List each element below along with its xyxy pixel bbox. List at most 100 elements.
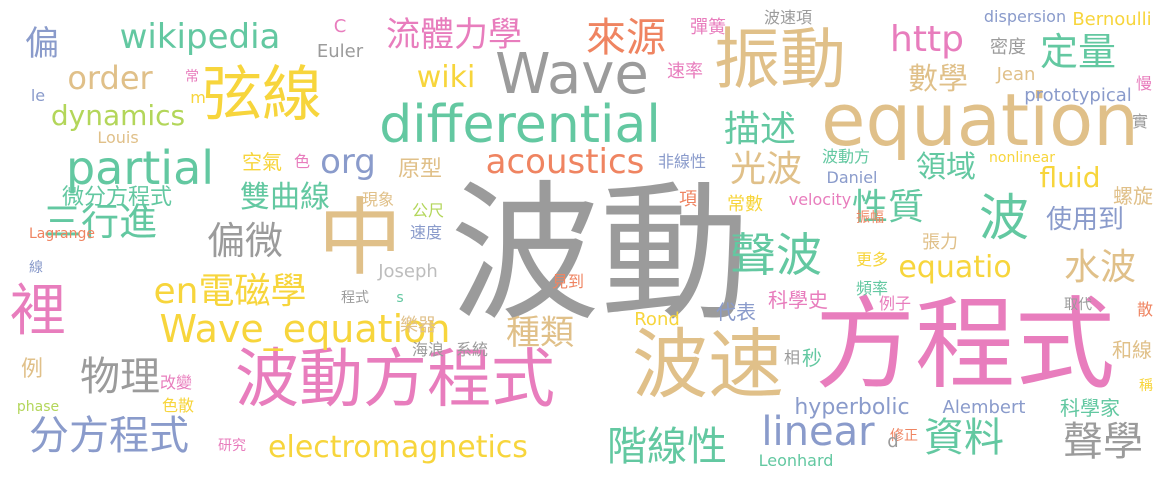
- word-bosuxiang: 波速項: [763, 8, 813, 27]
- word-m: m: [190, 88, 206, 107]
- word-xingzhi: 性質: [851, 187, 925, 228]
- word-rond: Rond: [634, 309, 680, 330]
- word-gongchi: 公尺: [411, 201, 445, 220]
- word-euler: Euler: [316, 41, 364, 62]
- word-nonlinear: nonlinear: [989, 150, 1055, 166]
- word-prototypical: prototypical: [1024, 85, 1132, 106]
- word-zhenfu: 振幅: [856, 210, 884, 226]
- word-velocity: velocity: [788, 190, 852, 209]
- word-electromagnetics: electromagnetics: [268, 430, 528, 465]
- word-shuxue: 數學: [908, 62, 968, 97]
- word-man: 慢: [1135, 74, 1153, 93]
- word-miaoshu: 描述: [723, 109, 797, 150]
- word-bo: 波: [979, 189, 1029, 247]
- word-fenfangchengshi: 分方程式: [29, 413, 189, 459]
- word-luoxuan: 螺旋: [1113, 184, 1153, 208]
- word-gaibian: 改變: [159, 373, 193, 392]
- word-org: org: [320, 142, 376, 182]
- word-joseph: Joseph: [378, 261, 438, 282]
- word-xiang: 項: [679, 189, 697, 210]
- word-phase: phase: [16, 399, 60, 415]
- word-shiyongdao: 使用到: [1045, 205, 1125, 235]
- word-hailang: 海浪: [411, 340, 445, 359]
- word-changshu: 常數: [727, 194, 763, 215]
- word-xianxiang: 現象: [361, 190, 395, 209]
- word-shi: 實: [1131, 112, 1149, 131]
- word-cheng: 稱: [1139, 378, 1153, 394]
- word-daniel: Daniel: [826, 168, 878, 187]
- word-d: d: [887, 431, 899, 452]
- word-pinlv: 頻率: [855, 279, 889, 298]
- word-shuibo: 水波: [1063, 247, 1137, 288]
- word-yueqi: 樂器: [400, 315, 436, 336]
- word-s: s: [396, 290, 404, 306]
- word-shuangquxian: 雙曲線: [240, 180, 330, 215]
- word-zhendong: 振動: [714, 21, 846, 98]
- word-dingliang: 定量: [1039, 30, 1117, 74]
- word-weifenfangchengshi: 微分方程式: [61, 185, 173, 210]
- word-chang: 常: [185, 69, 199, 85]
- word-wave: Wave: [495, 42, 649, 107]
- word-san: 散: [1136, 300, 1154, 319]
- word-le: le: [30, 86, 46, 105]
- word-gengduo: 更多: [855, 250, 889, 269]
- word-sulv: 速率: [667, 61, 703, 82]
- word-differential: differential: [379, 95, 661, 155]
- word-jean: Jean: [996, 64, 1036, 85]
- word-shengbo: 聲波: [730, 228, 822, 282]
- word-midu: 密度: [990, 37, 1026, 58]
- word-lagrange: Lagrange: [29, 226, 95, 242]
- word-xiuzheng: 修正: [890, 428, 918, 444]
- word-c: C: [333, 16, 347, 37]
- word-sanhangjin: 三行進: [42, 200, 158, 244]
- word-equatio: equatio: [898, 250, 1012, 285]
- word-dispersion: dispersion: [983, 7, 1067, 26]
- word-en-dianciyue: en電磁學: [153, 271, 307, 312]
- word-wiki: wiki: [416, 60, 476, 95]
- word-xianxian: 弦線: [202, 60, 322, 130]
- word-yuanxing: 原型: [397, 157, 443, 182]
- word-bodong-fangchengshi: 波動方程式: [235, 343, 555, 417]
- word-kexuejia: 科學家: [1060, 396, 1120, 420]
- word-guangbo: 光波: [729, 149, 803, 190]
- word-zhong: 中: [317, 189, 403, 287]
- word-lingyu: 領域: [916, 150, 976, 185]
- word-liutilixue: 流體力學: [386, 15, 522, 55]
- word-pianwei: 偏微: [206, 219, 284, 263]
- word-shengxue: 聲學: [1063, 419, 1143, 465]
- word-bernoulli: Bernoulli: [1072, 9, 1152, 30]
- word-hyperbolic: hyperbolic: [794, 395, 910, 420]
- word-chengshi: 程式: [341, 290, 369, 306]
- word-leonhard: Leonhard: [758, 451, 834, 470]
- word-fangchengshi: 方程式: [815, 286, 1115, 403]
- word-se: 色: [293, 152, 311, 171]
- word-daibiao: 代表: [716, 300, 756, 324]
- word-order: order: [67, 59, 153, 97]
- word-tanhuang: 彈簧: [690, 17, 726, 38]
- word-dynamics: dynamics: [50, 99, 186, 132]
- word-bosu: 波速: [632, 320, 784, 409]
- word-sesan: 色散: [161, 396, 195, 415]
- word-pian: 偏: [25, 24, 59, 64]
- word-laiyuan: 來源: [586, 15, 666, 61]
- word-wave-equation: Wave_equation: [159, 307, 451, 351]
- word-hexian: 和線: [1112, 338, 1152, 362]
- word-li: 裡: [10, 279, 66, 344]
- word-yanjiu: 研究: [218, 438, 246, 454]
- word-bodong: 波動: [449, 168, 751, 342]
- word-zhonglei: 種類: [506, 313, 574, 353]
- word-jiexianxing: 階線性: [607, 424, 727, 470]
- word-linear: linear: [761, 409, 875, 455]
- word-partial: partial: [65, 141, 215, 195]
- word-xitong: 系統: [455, 340, 489, 359]
- word-jiandao: 見到: [551, 272, 585, 291]
- word-http: http: [890, 19, 964, 60]
- word-li-example: 例: [20, 357, 44, 382]
- word-kongqi: 空氣: [242, 150, 282, 174]
- word-acoustics: acoustics: [485, 142, 645, 182]
- word-qudai: 取代: [1064, 297, 1092, 313]
- word-alembert: Alembert: [942, 397, 1026, 418]
- word-xian: 線: [29, 260, 43, 276]
- word-lizi: 例子: [878, 294, 912, 313]
